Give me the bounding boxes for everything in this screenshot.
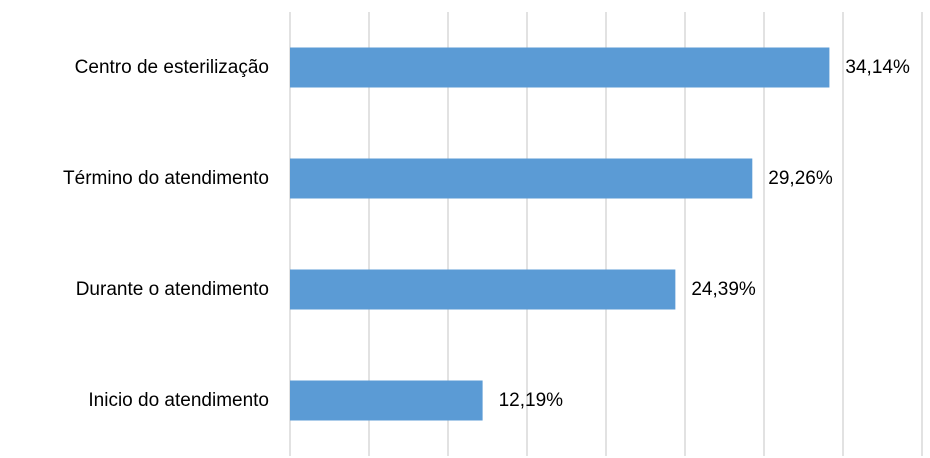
bar [290, 47, 830, 88]
category-label: Durante o atendimento [76, 279, 269, 300]
category-label: Centro de esterilização [75, 57, 269, 78]
bar [290, 269, 676, 310]
value-labels: 34,14% 29,26% 24,39% 12,19% [499, 57, 910, 411]
data-label: 29,26% [768, 168, 833, 189]
data-label: 12,19% [499, 390, 564, 411]
bar [290, 158, 753, 199]
category-labels: Centro de esterilização Término do atendi… [63, 57, 269, 411]
data-label: 34,14% [845, 57, 910, 78]
category-label: Inicio do atendimento [88, 390, 269, 411]
data-label: 24,39% [691, 279, 756, 300]
bar [290, 380, 483, 421]
category-label: Término do atendimento [63, 168, 269, 189]
bars [290, 47, 830, 421]
